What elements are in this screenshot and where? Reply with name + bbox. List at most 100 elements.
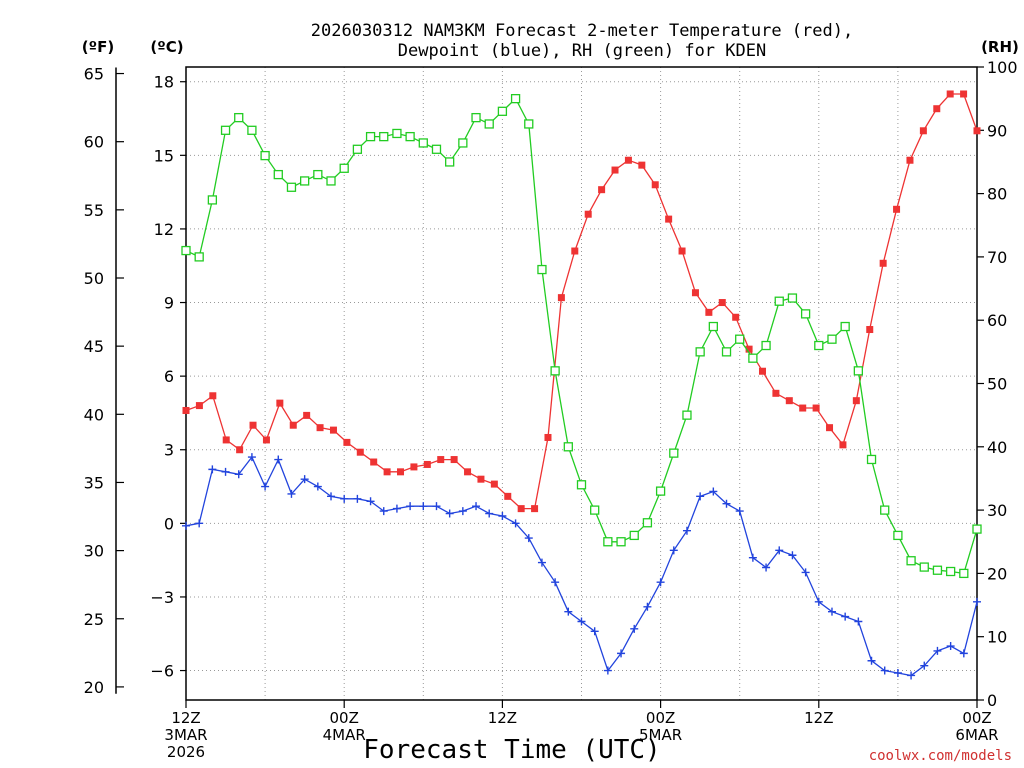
rh-tick-label: 50 <box>987 375 1007 394</box>
dewpoint-point <box>893 669 902 678</box>
temperature-point <box>691 289 699 297</box>
rh-point <box>379 131 389 142</box>
rh-point <box>603 537 613 547</box>
fahrenheit-unit-label: (ºF) <box>82 38 114 56</box>
dewpoint-point <box>379 507 388 516</box>
rh-point <box>932 565 943 575</box>
dewpoint-point <box>498 511 507 520</box>
rh-point <box>853 366 863 376</box>
rh-point <box>484 119 494 129</box>
rh-series <box>181 94 982 579</box>
dewpoint-point <box>656 578 665 587</box>
rh-point <box>524 119 534 129</box>
temperature-point <box>437 456 445 464</box>
rh-point <box>893 530 903 541</box>
celsius-tick-label: 9 <box>164 294 174 313</box>
axes: 20 25 30 35 40 45 50 55 60 65 −6 −3 0 3 6 9 12 15 18 0 10 20 3… <box>84 58 1018 761</box>
rh-point <box>576 480 587 490</box>
temperature-point <box>732 313 740 321</box>
temperature-point <box>182 406 190 414</box>
temperature-point <box>772 389 780 397</box>
dewpoint-point <box>182 521 190 530</box>
dewpoint-point <box>551 578 560 587</box>
temperature-point <box>517 505 525 513</box>
rh-point <box>365 131 376 142</box>
fahrenheit-tick-label: 40 <box>84 405 104 424</box>
temperature-point <box>195 402 203 410</box>
rh-point <box>194 252 204 262</box>
temperature-point <box>906 156 914 164</box>
dewpoint-point <box>801 568 810 577</box>
temperature-point <box>678 247 686 255</box>
rh-point <box>590 505 600 515</box>
rh-tick-label: 0 <box>987 691 997 710</box>
celsius-tick-label: 15 <box>154 146 174 165</box>
rh-point <box>695 347 705 357</box>
fahrenheit-tick-label: 30 <box>84 542 104 561</box>
dewpoint-point <box>392 504 401 513</box>
rh-point <box>471 112 481 123</box>
temperature-point <box>745 345 753 353</box>
rh-point <box>774 296 784 306</box>
dewpoint-point <box>247 453 256 462</box>
rh-point <box>629 530 639 541</box>
temperature-point <box>262 436 270 444</box>
temperature-point <box>423 460 431 468</box>
rh-tick-label: 60 <box>987 311 1007 330</box>
dewpoint-point <box>617 649 626 658</box>
rh-point <box>458 138 468 148</box>
rh-point <box>669 448 679 458</box>
dewpoint-point <box>564 607 573 616</box>
temperature-point <box>209 392 217 400</box>
rh-point <box>945 566 956 577</box>
x-tick-label: 3MAR <box>164 726 207 744</box>
temperature-point <box>946 90 954 98</box>
dewpoint-point <box>854 617 863 626</box>
fahrenheit-tick-label: 65 <box>84 65 104 84</box>
rh-point <box>352 144 363 154</box>
x-tick-label: 2026 <box>167 743 205 761</box>
x-tick-label: 6MAR <box>955 726 998 744</box>
x-tick-label: 4MAR <box>323 726 366 744</box>
temperature-point <box>370 458 378 466</box>
rh-point <box>655 486 666 496</box>
rh-point <box>787 293 798 303</box>
rh-point <box>748 353 758 363</box>
temperature-point <box>249 421 257 429</box>
dewpoint-point <box>577 617 586 626</box>
dewpoint-point <box>920 661 929 670</box>
rh-point <box>800 309 811 319</box>
temperature-point <box>303 411 311 419</box>
dewpoint-point <box>340 494 349 503</box>
temperature-point <box>450 456 458 464</box>
chart-title-line-1: 2026030312 NAM3KM Forecast 2-meter Tempe… <box>311 21 853 41</box>
dewpoint-point <box>353 494 362 503</box>
celsius-tick-label: −6 <box>150 662 174 681</box>
dewpoint-point <box>261 482 270 491</box>
dewpoint-point <box>524 534 533 543</box>
dewpoint-point <box>195 519 204 528</box>
dewpoint-point <box>867 656 876 665</box>
fahrenheit-tick-label: 20 <box>84 678 104 697</box>
rh-point <box>260 150 270 161</box>
x-tick-label: 00Z <box>330 709 359 727</box>
temperature-point <box>571 247 579 255</box>
dewpoint-point <box>959 649 968 658</box>
rh-point <box>392 128 402 139</box>
fahrenheit-tick-label: 35 <box>84 473 104 492</box>
dewpoint-point <box>762 563 771 572</box>
x-tick-label: 00Z <box>962 709 991 727</box>
rh-point <box>708 321 718 332</box>
dewpoint-point <box>907 671 916 680</box>
temperature-point <box>289 421 297 429</box>
rh-point <box>299 176 310 186</box>
x-tick-label: 00Z <box>646 709 675 727</box>
site-credit: coolwx.com/models <box>869 748 1012 764</box>
temperature-point <box>879 259 887 267</box>
celsius-tick-label: 12 <box>154 220 174 239</box>
temperature-point <box>410 463 418 471</box>
dewpoint-point <box>682 526 691 535</box>
temperature-point <box>812 404 820 412</box>
rh-point <box>234 112 244 123</box>
dewpoint-point <box>788 551 797 560</box>
